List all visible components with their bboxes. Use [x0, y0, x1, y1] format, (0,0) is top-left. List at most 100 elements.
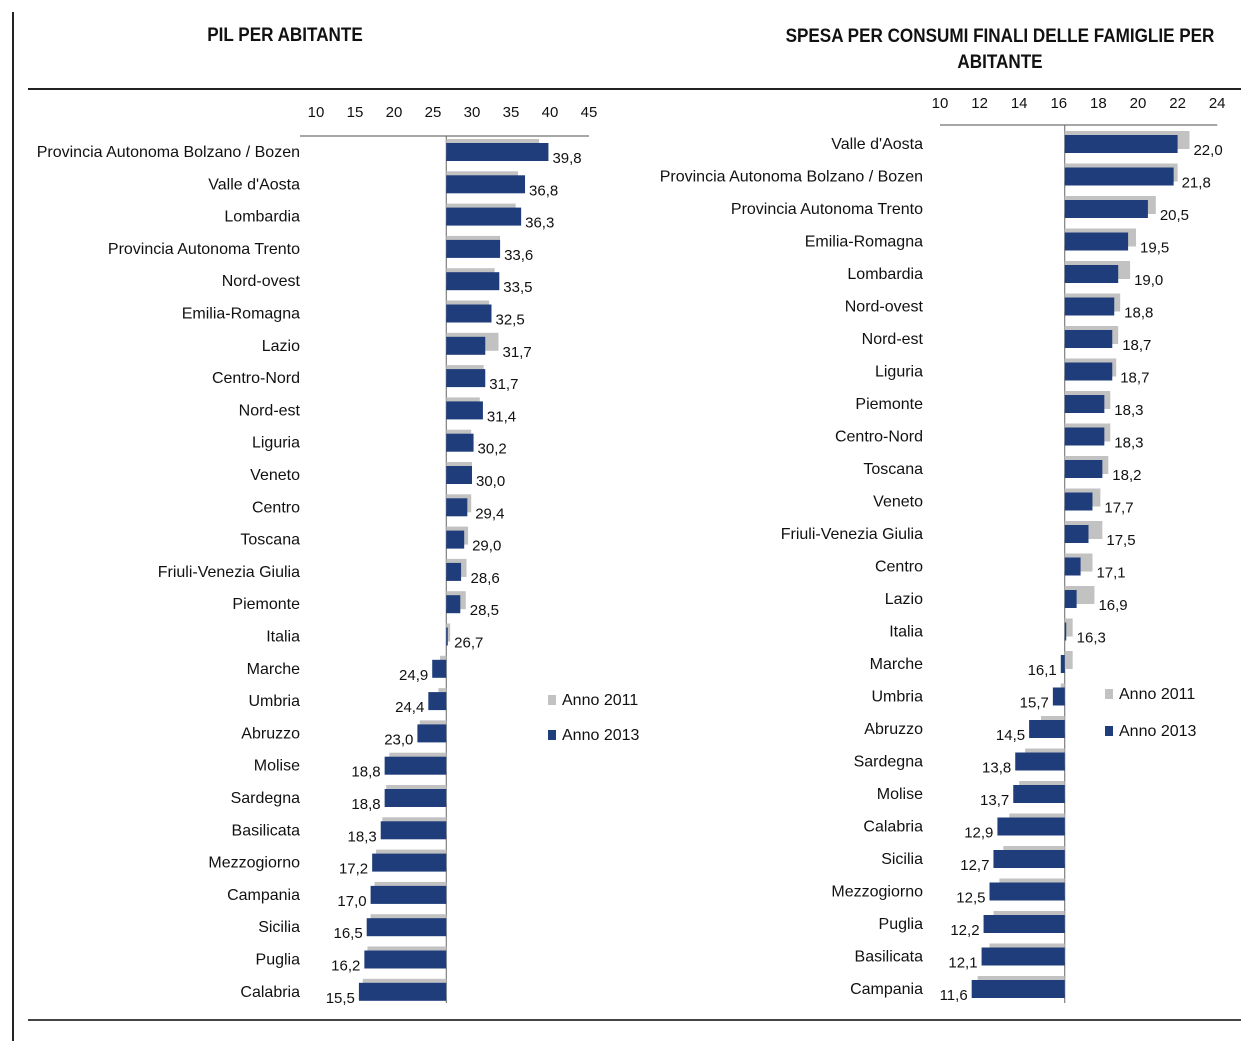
right-category-label: Mezzogiorno	[831, 884, 923, 901]
right-bar-2013	[1064, 135, 1178, 153]
left-value-label: 32,5	[496, 312, 525, 329]
right-value-label: 12,2	[950, 922, 979, 939]
right-value-label: 14,5	[996, 727, 1025, 744]
left-value-label: 31,7	[489, 376, 518, 393]
right-bar-2013	[1064, 622, 1067, 641]
right-value-label: 18,2	[1112, 467, 1141, 484]
left-bar-2013	[384, 789, 447, 807]
left-bar-2013	[446, 530, 465, 549]
left-value-label: 18,8	[351, 796, 380, 813]
right-category-label: Lombardia	[847, 266, 923, 283]
left-legend-swatch-2013	[548, 730, 556, 740]
left-bar-2013	[446, 595, 461, 614]
left-value-label: 29,4	[475, 505, 504, 522]
left-category-label: Provincia Autonoma Bolzano / Bozen	[37, 144, 300, 161]
left-tick-label: 30	[464, 104, 481, 121]
left-category-label: Veneto	[250, 467, 300, 484]
left-value-label: 24,9	[399, 667, 428, 684]
left-tick-label: 15	[347, 104, 364, 121]
left-value-label: 18,3	[348, 828, 377, 845]
right-bar-2013	[1064, 362, 1113, 381]
spesa-consumi-chart: 10 12 14 16 18 20 22 24 Valle d'Aosta 22,0 Provinc…	[660, 95, 1226, 1004]
left-value-label: 17,2	[339, 861, 368, 878]
right-category-label: Emilia-Romagna	[805, 234, 923, 251]
right-category-label: Sicilia	[881, 851, 923, 868]
left-value-label: 29,0	[472, 538, 501, 555]
left-category-label: Puglia	[256, 952, 301, 969]
right-tick-label: 20	[1130, 95, 1147, 112]
left-bar-2013	[446, 207, 522, 226]
left-bar-2011	[446, 623, 451, 642]
right-category-label: Friuli-Venezia Giulia	[781, 526, 923, 543]
right-tick-label: 16	[1050, 95, 1067, 112]
right-bar-2013	[1064, 460, 1103, 478]
left-legend-label-2013: Anno 2013	[562, 727, 640, 744]
right-tick-label: 18	[1090, 95, 1107, 112]
left-category-label: Umbria	[248, 693, 300, 710]
right-bar-2013	[1064, 330, 1113, 348]
right-value-label: 16,9	[1098, 597, 1127, 614]
left-category-label: Piemonte	[232, 596, 300, 613]
left-value-label: 26,7	[454, 635, 483, 652]
right-legend-label-2011: Anno 2011	[1119, 686, 1195, 703]
right-value-label: 12,7	[960, 857, 989, 874]
right-category-label: Italia	[889, 624, 923, 641]
right-bar-2013	[1064, 395, 1105, 413]
right-value-label: 22,0	[1193, 142, 1222, 159]
right-value-label: 17,7	[1104, 500, 1133, 517]
left-bar-2013	[372, 853, 447, 872]
right-category-label: Molise	[877, 786, 923, 803]
right-category-label: Nord-ovest	[845, 299, 924, 316]
left-bar-2013	[446, 175, 526, 194]
left-legend-label-2011: Anno 2011	[562, 692, 638, 709]
right-value-label: 17,5	[1106, 532, 1135, 549]
right-category-label: Liguria	[875, 364, 923, 381]
left-category-label: Sardegna	[231, 790, 300, 807]
left-bar-2013	[446, 466, 472, 484]
left-category-label: Centro	[252, 499, 300, 516]
right-value-label: 17,1	[1096, 565, 1125, 582]
right-bar-2013	[989, 882, 1065, 901]
left-value-label: 28,6	[471, 570, 500, 587]
right-tick-label: 24	[1209, 95, 1226, 112]
right-bar-2011	[1064, 618, 1073, 637]
right-bar-2013	[1029, 720, 1065, 738]
left-chart-title: PIL PER ABITANTE	[207, 25, 363, 46]
right-bar-2013	[1052, 687, 1065, 706]
left-bar-2013	[380, 821, 447, 840]
right-legend-label-2013: Anno 2013	[1119, 723, 1197, 740]
right-category-label: Umbria	[871, 689, 923, 706]
left-value-label: 33,5	[503, 279, 532, 296]
left-category-label: Provincia Autonoma Trento	[108, 241, 300, 258]
left-category-label: Italia	[266, 629, 300, 646]
right-tick-label: 14	[1011, 95, 1028, 112]
right-value-label: 18,8	[1124, 305, 1153, 322]
left-category-label: Toscana	[240, 532, 300, 549]
right-bar-2013	[1064, 492, 1093, 511]
left-tick-label: 40	[542, 104, 559, 121]
left-category-label: Basilicata	[232, 822, 301, 839]
left-tick-label: 25	[425, 104, 442, 121]
right-value-label: 18,7	[1122, 337, 1151, 354]
left-bar-2013	[364, 950, 447, 969]
left-tick-label: 20	[386, 104, 403, 121]
right-tick-label: 22	[1169, 95, 1186, 112]
left-bar-2013	[446, 562, 462, 581]
right-value-label: 16,3	[1077, 630, 1106, 647]
left-category-label: Sicilia	[258, 919, 300, 936]
right-chart-title: SPESA PER CONSUMI FINALI DELLE FAMIGLIE …	[785, 26, 1215, 73]
right-bar-2013	[1064, 232, 1129, 251]
right-bar-2013	[971, 980, 1065, 998]
left-category-label: Emilia-Romagna	[182, 306, 300, 323]
right-category-label: Sardegna	[854, 754, 923, 771]
header-rule	[28, 88, 1241, 90]
right-category-label: Provincia Autonoma Trento	[731, 201, 923, 218]
left-value-label: 28,5	[470, 602, 499, 619]
left-value-label: 16,5	[333, 925, 362, 942]
left-category-label: Lazio	[262, 338, 300, 355]
right-tick-label: 12	[971, 95, 988, 112]
left-value-label: 36,8	[529, 182, 558, 199]
left-value-label: 39,8	[552, 150, 581, 167]
left-bar-2013	[446, 369, 486, 388]
right-value-label: 13,8	[982, 760, 1011, 777]
